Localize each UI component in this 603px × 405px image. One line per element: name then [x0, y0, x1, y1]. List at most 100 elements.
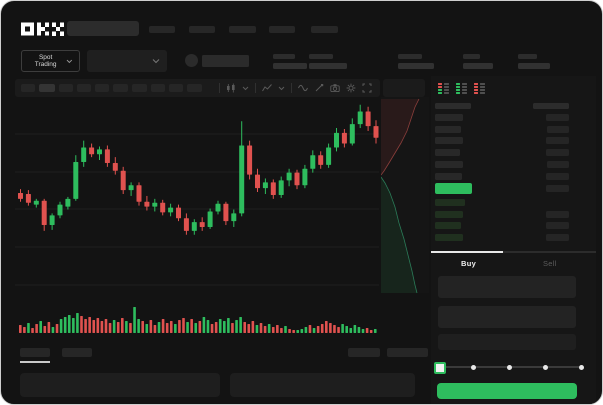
- divider: [291, 83, 292, 93]
- candle-body: [81, 147, 87, 162]
- timeframe-pill[interactable]: [187, 84, 202, 92]
- fullscreen-icon[interactable]: [362, 83, 372, 93]
- wave-icon[interactable]: [298, 83, 308, 93]
- timeframe-pill[interactable]: [151, 84, 165, 92]
- book-asks-icon[interactable]: [474, 82, 486, 95]
- search-input[interactable]: [67, 21, 139, 36]
- volume-bar: [251, 321, 255, 333]
- ask-row-price[interactable]: [435, 114, 463, 121]
- volume-bar: [23, 327, 26, 333]
- candle-body: [49, 215, 55, 226]
- timeframe-pill[interactable]: [95, 84, 109, 92]
- volume-bar: [96, 318, 100, 333]
- bottom-tab[interactable]: [62, 348, 92, 357]
- candle-body: [239, 145, 245, 214]
- candle-type-icon[interactable]: [226, 83, 236, 93]
- nav-item[interactable]: [149, 26, 175, 33]
- camera-icon[interactable]: [330, 83, 340, 93]
- indicator-icon[interactable]: [262, 83, 272, 93]
- volume-bar: [361, 329, 365, 333]
- market-type-selector[interactable]: Spot Trading: [21, 50, 80, 72]
- candle-body: [334, 132, 339, 148]
- volume-bar: [271, 327, 275, 333]
- amount-slider-handle[interactable]: [434, 362, 446, 374]
- bottom-tab-underline: [20, 361, 50, 363]
- last-price-highlight[interactable]: [435, 183, 472, 194]
- book-bids-icon[interactable]: [456, 82, 468, 95]
- bid-row-price[interactable]: [435, 222, 461, 230]
- volume-bar: [214, 322, 218, 333]
- timeframe-pill[interactable]: [77, 84, 91, 92]
- slider-stop-dot[interactable]: [471, 365, 476, 370]
- volume-bar: [267, 324, 271, 333]
- active-tab-underline: [431, 251, 503, 253]
- timeframe-pill[interactable]: [59, 84, 73, 92]
- pair-selector-dropdown[interactable]: [87, 50, 167, 72]
- settings-icon[interactable]: [346, 83, 356, 93]
- volume-bar: [231, 323, 234, 333]
- nav-item[interactable]: [229, 26, 256, 33]
- volume-bar: [312, 328, 316, 333]
- bottom-action-pill[interactable]: [348, 348, 380, 357]
- candle-body: [112, 162, 118, 171]
- order-form-input[interactable]: [438, 334, 576, 350]
- stat-label-placeholder: [273, 54, 295, 59]
- caret-down-icon[interactable]: [278, 86, 285, 91]
- timeframe-pill[interactable]: [113, 84, 128, 92]
- orderbook-header-placeholder: [435, 103, 471, 109]
- bottom-action-pill[interactable]: [387, 348, 428, 357]
- volume-bar: [202, 317, 206, 333]
- volume-bar: [27, 323, 30, 333]
- nav-item[interactable]: [269, 26, 295, 33]
- timeframe-pill[interactable]: [39, 84, 55, 92]
- timeframe-pill[interactable]: [132, 84, 147, 92]
- timeframe-pill[interactable]: [21, 84, 35, 92]
- bid-row-price[interactable]: [435, 234, 463, 242]
- volume-bar: [116, 322, 120, 333]
- candle-body: [207, 211, 213, 227]
- volume-bar: [72, 318, 75, 333]
- book-both-icon[interactable]: [438, 82, 450, 95]
- order-form-input[interactable]: [438, 276, 576, 298]
- slider-stop-dot[interactable]: [579, 365, 584, 370]
- candle-body: [104, 149, 110, 163]
- volume-bar: [218, 319, 222, 333]
- stat-label-placeholder: [518, 54, 537, 59]
- bottom-tab[interactable]: [20, 348, 50, 357]
- ask-row-price[interactable]: [435, 160, 463, 168]
- submit-buy-button[interactable]: [437, 383, 577, 399]
- volume-bar: [35, 324, 38, 333]
- ask-row-price[interactable]: [435, 125, 461, 133]
- bid-row-price[interactable]: [435, 210, 463, 218]
- ask-row-price[interactable]: [435, 172, 462, 180]
- candle-body: [231, 213, 237, 222]
- volume-bar: [198, 321, 202, 333]
- timeframe-pill[interactable]: [169, 84, 183, 92]
- candlestick-chart[interactable]: [15, 97, 379, 297]
- slider-stop-dot[interactable]: [543, 365, 548, 370]
- bid-row-amount: [546, 210, 569, 218]
- ask-row-amount: [547, 125, 569, 133]
- volume-bar: [100, 321, 104, 333]
- nav-item[interactable]: [311, 26, 338, 33]
- candle-body: [183, 218, 189, 231]
- ask-row-price[interactable]: [435, 149, 460, 157]
- tab-buy[interactable]: Buy: [431, 253, 513, 273]
- nav-item[interactable]: [189, 26, 215, 33]
- volume-bar: [43, 326, 47, 333]
- order-form-input[interactable]: [438, 306, 576, 328]
- volume-bar: [133, 307, 136, 333]
- stat-label-placeholder: [309, 54, 333, 59]
- bid-row-price[interactable]: [435, 199, 465, 206]
- ask-row-price[interactable]: [435, 137, 463, 145]
- candle-body: [357, 111, 363, 125]
- tab-sell[interactable]: Sell: [513, 253, 596, 273]
- draw-icon[interactable]: [314, 83, 324, 93]
- slider-stop-dot[interactable]: [507, 365, 512, 370]
- candle-body: [25, 194, 31, 203]
- candle-body: [223, 203, 229, 222]
- volume-bar: [67, 315, 71, 333]
- caret-down-icon[interactable]: [242, 86, 249, 91]
- candle-body: [270, 182, 276, 195]
- candle-body: [152, 202, 158, 207]
